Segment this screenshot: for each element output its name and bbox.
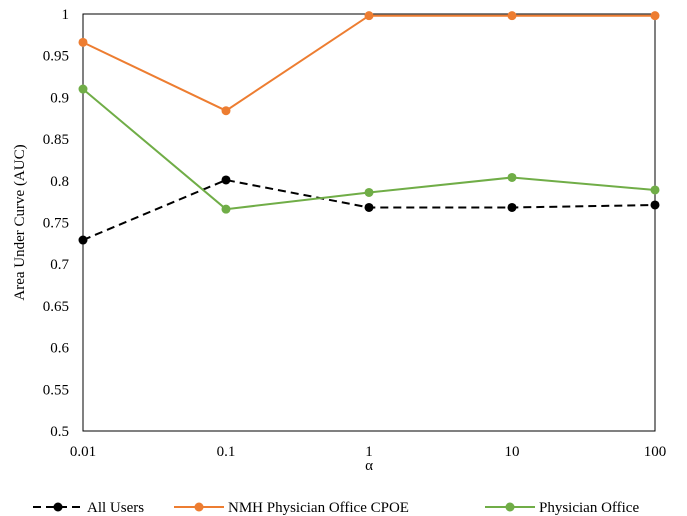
y-tick-label: 0.75: [43, 216, 69, 232]
data-point: [78, 37, 88, 47]
data-point: [221, 175, 231, 185]
x-tick-label: 10: [505, 444, 520, 460]
x-axis-title: α: [365, 458, 373, 474]
data-point: [650, 200, 660, 210]
data-point: [507, 11, 517, 21]
data-point: [507, 202, 517, 212]
x-tick-label: 0.1: [217, 444, 236, 460]
x-tick-label: 0.01: [70, 444, 96, 460]
data-point: [78, 84, 88, 94]
legend-swatch-marker: [194, 502, 204, 512]
x-tick-label: 1: [365, 444, 373, 460]
data-point: [364, 202, 374, 212]
data-point: [364, 187, 374, 197]
y-tick-label: 0.9: [50, 90, 69, 106]
data-point: [221, 204, 231, 214]
series-line-1: [82, 14, 655, 112]
y-tick-label: 0.55: [43, 382, 69, 398]
legend-label: Physician Office: [539, 500, 639, 516]
y-tick-label: 0.85: [43, 132, 69, 148]
y-tick-label: 0.95: [43, 49, 69, 65]
plot-frame: [82, 13, 656, 432]
legend-label: All Users: [87, 500, 144, 516]
y-tick-label: 0.6: [50, 341, 69, 357]
y-axis-title: Area Under Curve (AUC): [12, 144, 28, 300]
legend-label: NMH Physician Office CPOE: [228, 500, 409, 516]
legend-swatch-marker: [505, 502, 515, 512]
y-tick-label: 0.7: [50, 257, 69, 273]
y-tick-label: 0.65: [43, 299, 69, 315]
y-tick-label: 0.8: [50, 174, 69, 190]
data-point: [221, 106, 231, 116]
data-point: [364, 11, 374, 21]
data-point: [78, 235, 88, 245]
data-point: [650, 11, 660, 21]
y-tick-label: 0.5: [50, 424, 69, 440]
y-tick-label: 1: [62, 7, 70, 23]
legend-swatch-marker: [53, 502, 63, 512]
data-point: [650, 185, 660, 195]
x-tick-label: 100: [644, 444, 667, 460]
data-point: [507, 172, 517, 182]
